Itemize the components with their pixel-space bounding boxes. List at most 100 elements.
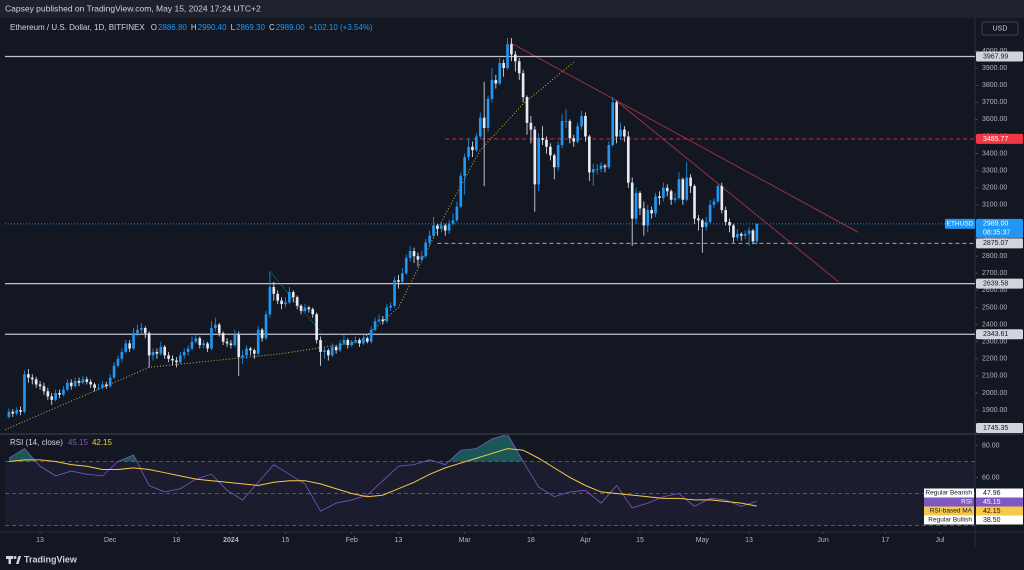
y-tick-label: 4000.00 (982, 48, 1007, 55)
trend-drawing (614, 99, 839, 283)
currency[interactable]: USD (993, 25, 1008, 32)
candle-body (46, 391, 50, 397)
candle-body (42, 386, 46, 392)
rsi-tag-name: RSI-based MA (930, 508, 973, 515)
candle-body (295, 297, 299, 306)
ohlc-value: 2989.00 (276, 23, 305, 32)
candle-body (128, 343, 131, 349)
x-tick-label: Jun (817, 537, 828, 544)
y-tick-label: 2000.00 (982, 390, 1007, 397)
candle-body (365, 338, 369, 342)
y-tick-label: 3900.00 (982, 65, 1007, 72)
candle-body (112, 365, 116, 378)
candle-body (584, 115, 587, 137)
candle-body (182, 351, 186, 356)
candle-body (217, 324, 221, 334)
ohlc-key: C (269, 23, 275, 32)
candle-body (724, 210, 728, 222)
candle-body (311, 309, 315, 315)
candle-body (642, 208, 646, 226)
rsi-tag-name: Regular Bearish (925, 490, 972, 497)
candle-body (330, 346, 334, 356)
candle-body (626, 136, 630, 183)
candle-body (151, 351, 155, 356)
candle-body (178, 355, 182, 363)
candle-body (19, 410, 22, 412)
candle-body (693, 186, 696, 219)
price-tag (976, 51, 1023, 62)
candle-body (424, 242, 428, 257)
publisher: Capsey published on TradingView.com, May… (5, 3, 261, 13)
candle-body (451, 220, 455, 224)
x-tick-label: 18 (173, 537, 181, 544)
candle-body (338, 343, 342, 351)
candle-body (175, 360, 178, 363)
price-tag-label: 2875.07 (983, 240, 1008, 247)
candle-body (401, 273, 404, 282)
price-pane (5, 38, 975, 431)
candle-body (615, 102, 618, 137)
candle-body (525, 97, 529, 123)
rsi-tag (976, 515, 1023, 525)
x-tick-label: 15 (636, 537, 644, 544)
candle-body (689, 177, 692, 187)
candle-body (716, 186, 720, 202)
symbol-title: Ethereum / U.S. Dollar, 1D, BITFINEX (10, 23, 145, 32)
candle-body (521, 73, 525, 98)
candle-body (580, 115, 583, 127)
candle-body (132, 333, 135, 349)
candle-body (736, 233, 739, 238)
countdown: 08:35:37 (983, 230, 1010, 237)
y-tick-label: 2400.00 (982, 321, 1007, 328)
candle-body (623, 129, 626, 137)
candle-body (101, 384, 104, 388)
ohlc-key: L (231, 23, 236, 32)
candle-body (471, 146, 474, 151)
candle-body (136, 329, 139, 334)
candle-body (120, 351, 124, 359)
candle-body (408, 251, 412, 258)
candle-body (751, 230, 755, 242)
candle-body (124, 343, 128, 352)
candle-body (404, 257, 408, 274)
candle-body (428, 235, 431, 243)
x-tick-label: 13 (745, 537, 753, 544)
candle-body (677, 179, 681, 199)
rsi-tag-name-box (924, 488, 974, 498)
candle-body (389, 305, 392, 308)
candle-body (15, 410, 19, 414)
ohlc-value: 2869.30 (236, 23, 265, 32)
candle-body (245, 348, 248, 356)
rsi-tag (976, 506, 1023, 516)
candle-body (268, 286, 272, 315)
y-tick-label: 2100.00 (982, 373, 1007, 380)
candle-body (27, 374, 30, 378)
y-tick-label: 2800.00 (982, 253, 1007, 260)
candle-body (237, 334, 241, 358)
x-tick-label: 13 (395, 537, 403, 544)
trend-drawing (5, 61, 575, 431)
candle-body (463, 157, 467, 176)
currency-button[interactable] (981, 21, 1019, 36)
x-tick-label: Jul (935, 537, 944, 544)
top-bar (0, 0, 1024, 18)
candle-body (116, 358, 120, 366)
price-tag (976, 238, 1023, 249)
candle-body (85, 379, 89, 382)
candle-body (708, 204, 712, 222)
candle-body (190, 341, 194, 349)
candle-body (186, 348, 190, 352)
candle-body (319, 339, 322, 352)
candle-body (591, 168, 595, 173)
candle-body (681, 179, 685, 200)
candle-body (256, 329, 260, 354)
candle-body (210, 328, 213, 349)
candle-body (54, 392, 57, 400)
candle-body (607, 145, 611, 168)
candle-body (755, 223, 759, 242)
candle-body (206, 343, 209, 349)
rsi-tag-name: Regular Bullish (928, 517, 972, 524)
candle-body (108, 377, 112, 387)
